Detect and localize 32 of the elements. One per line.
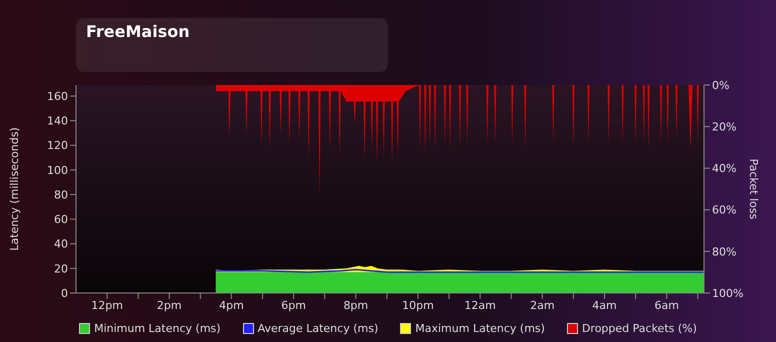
chart-title: FreeMaison [86, 22, 190, 41]
x-tick-label: 12pm [91, 298, 123, 312]
y2-axis-title: Packet loss [747, 158, 760, 220]
x-tick-label: 8pm [343, 298, 368, 312]
x-tick-label: 10pm [402, 298, 434, 312]
legend-label: Dropped Packets (%) [580, 322, 697, 335]
y2-tick-label: 60% [712, 204, 736, 217]
legend-label: Maximum Latency (ms) [414, 322, 545, 335]
y2-tick-label: 40% [712, 162, 736, 176]
y-tick-label: 40 [54, 238, 68, 251]
x-tick-label: 6pm [281, 298, 306, 312]
x-tick-label: 2pm [156, 298, 182, 312]
y2-tick-label: 80% [712, 245, 736, 258]
y-axis-title: Latency (milliseconds) [8, 127, 21, 251]
x-tick-label: 6am [654, 298, 679, 312]
y-tick-label: 120 [47, 139, 68, 152]
y-tick-label: 0 [61, 286, 68, 300]
y2-tick-label: 0% [712, 78, 730, 92]
y-tick-label: 100 [47, 164, 68, 177]
y-tick-label: 20 [54, 262, 68, 276]
legend-label: Average Latency (ms) [256, 322, 378, 335]
x-tick-label: 12am [464, 298, 496, 312]
y-tick-label: 80 [54, 188, 68, 202]
y2-tick-label: 100% [712, 286, 744, 300]
y-tick-label: 140 [47, 114, 68, 128]
y2-tick-label: 20% [712, 120, 736, 134]
y-tick-label: 60 [54, 213, 68, 226]
y-tick-label: 160 [47, 90, 68, 103]
x-tick-label: 4am [592, 298, 617, 312]
text: Minimum Latency (ms) [93, 322, 221, 335]
x-tick-label: 2am [530, 298, 555, 312]
x-tick-label: 4pm [219, 298, 244, 312]
